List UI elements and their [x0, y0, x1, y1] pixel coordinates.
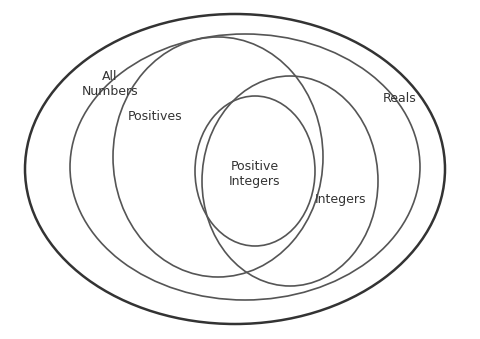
Text: All
Numbers: All Numbers	[82, 70, 138, 98]
Text: Positives: Positives	[128, 111, 182, 123]
Text: Reals: Reals	[383, 93, 417, 105]
Text: Positive
Integers: Positive Integers	[229, 160, 281, 188]
Text: Integers: Integers	[314, 193, 366, 205]
